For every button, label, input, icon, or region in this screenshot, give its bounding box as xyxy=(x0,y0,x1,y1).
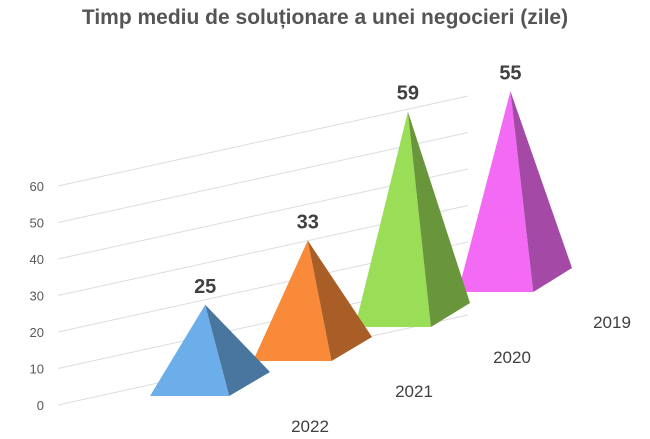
y-tick-label: 30 xyxy=(30,289,44,304)
pyramid-2022-front xyxy=(150,304,230,396)
data-label-2019: 55 xyxy=(499,62,521,84)
pyramid-2019-front xyxy=(458,91,534,292)
y-tick-label: 60 xyxy=(30,179,44,194)
category-label-2019: 2019 xyxy=(593,313,631,332)
pyramid-2022-side xyxy=(205,304,270,396)
y-tick-label: 0 xyxy=(37,398,44,413)
pyramid-2021-front xyxy=(253,240,332,361)
y-tick-label: 20 xyxy=(30,325,44,340)
category-label-2021: 2021 xyxy=(395,382,433,401)
y-tick-label: 40 xyxy=(30,252,44,267)
data-label-2021: 33 xyxy=(297,212,319,234)
pyramid-2020-side xyxy=(407,111,470,328)
category-label-2020: 2020 xyxy=(493,348,531,367)
pyramid-2019-side xyxy=(510,91,572,292)
data-label-2020: 59 xyxy=(397,83,419,105)
pyramid-2020-front xyxy=(355,111,431,328)
pyramid-2021-side xyxy=(307,240,372,361)
category-label-2022: 2022 xyxy=(291,417,329,436)
gridline-6 xyxy=(57,95,469,187)
y-tick-label: 50 xyxy=(30,216,44,231)
y-tick-label: 10 xyxy=(30,362,44,377)
chart-title: Timp mediu de soluționare a unei negocie… xyxy=(81,6,569,29)
data-label-2022: 25 xyxy=(194,276,216,298)
